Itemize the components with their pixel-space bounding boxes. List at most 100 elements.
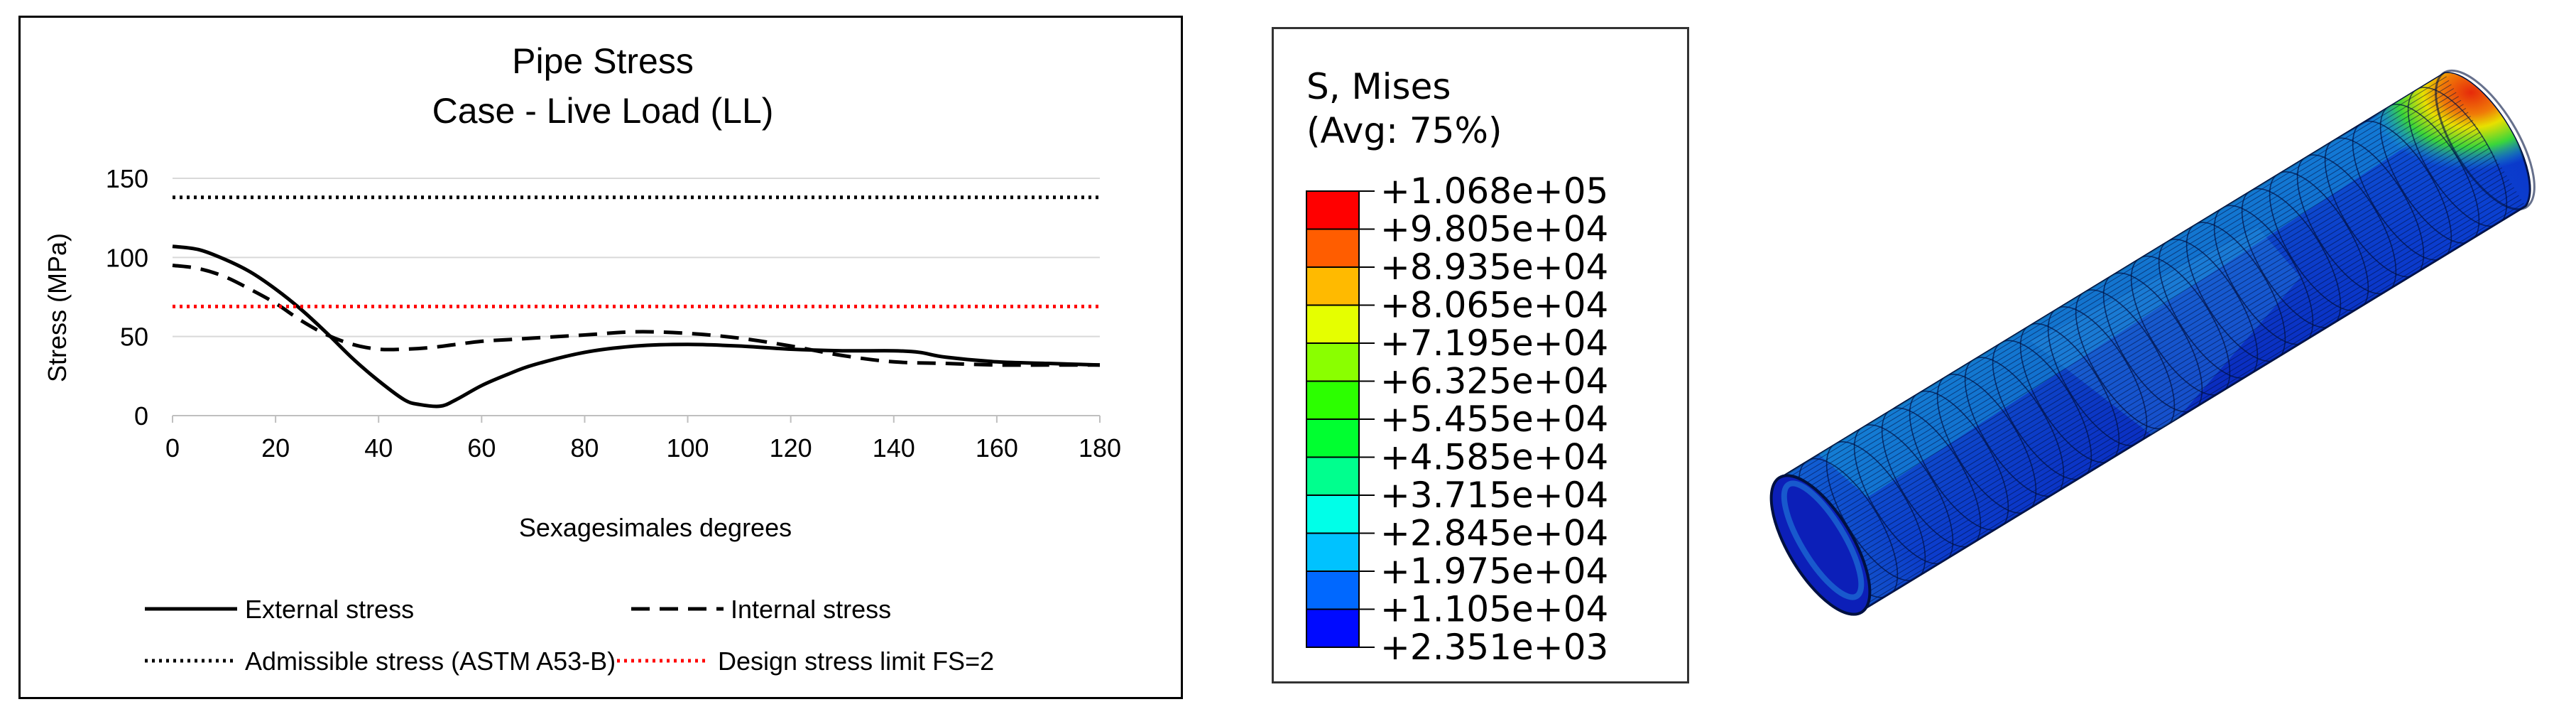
y-tick-label: 50 [120, 323, 148, 352]
x-tick-label: 120 [770, 433, 812, 463]
chart-legend: External stress Internal stress Admissib… [145, 595, 994, 676]
mesh-line [1859, 202, 2524, 609]
pipe-contour-render [1769, 69, 2536, 616]
contour-value-label: +1.975e+04 [1380, 551, 1608, 592]
mesh-line [1842, 175, 2507, 581]
contour-value-label: +8.065e+04 [1380, 285, 1608, 326]
pipe-cyan-band [1803, 72, 2478, 497]
contour-band [1306, 456, 1360, 496]
pipe-diagonal-band [2031, 227, 2301, 440]
contour-band [1306, 608, 1360, 648]
mesh-line [1837, 167, 2503, 573]
contour-value-label: +1.105e+04 [1380, 589, 1608, 630]
series-external-stress [172, 244, 1101, 409]
contour-value-labels: +1.068e+05+9.805e+04+8.935e+04+8.065e+04… [1380, 171, 1608, 668]
mesh-line [1844, 179, 2510, 585]
contour-legend-panel: S, Mises (Avg: 75%) +1.068e+05 +9.805e+04… [1272, 27, 1689, 683]
mesh-line [1835, 163, 2500, 569]
mesh-line [1808, 119, 2474, 526]
contour-color-bands [1306, 190, 1360, 648]
mesh-line [1832, 159, 2498, 566]
chart-subtitle: Case - Live Load (LL) [432, 91, 774, 131]
mesh-line [1803, 112, 2469, 518]
pipe-end-opening [1769, 474, 1872, 616]
contour-band [1306, 418, 1360, 458]
legend-label-internal-stress: Internal stress [731, 595, 891, 624]
mesh-line [1851, 191, 2517, 597]
legend-label-external-stress: External stress [245, 595, 414, 624]
x-tick-label: 100 [667, 433, 709, 463]
grid-layer [173, 178, 1100, 337]
contour-value-label: +3.715e+04 [1380, 475, 1608, 516]
axis-layer [172, 415, 1101, 423]
stress-chart: Pipe Stress Case - Live Load (LL) 0 50 100… [43, 41, 1121, 676]
mesh-line [1856, 199, 2522, 605]
contour-band [1306, 304, 1360, 344]
x-tick-label: 0 [165, 433, 180, 463]
mesh-line [1815, 131, 2481, 538]
pipe-end-far [2435, 69, 2536, 211]
x-tick-label: 60 [467, 433, 496, 463]
contour-band [1306, 228, 1360, 268]
contour-band [1306, 532, 1360, 572]
mesh-line [1781, 76, 2447, 482]
mesh-line [1854, 195, 2519, 601]
mesh-line [1849, 187, 2515, 593]
tick-layer: 0 50 100 150 0 20 40 60 80 100 120 140 160 180 [106, 164, 1121, 463]
mesh-line [1825, 147, 2491, 553]
contour-value-label: +4.585e+04 [1380, 437, 1608, 478]
pipe-shell [1769, 69, 2536, 616]
mesh-line [1811, 124, 2476, 530]
chart-title: Pipe Stress [512, 41, 694, 81]
x-axis-label: Sexagesimales degrees [519, 513, 792, 542]
x-tick-label: 180 [1079, 433, 1121, 463]
contour-band [1306, 494, 1360, 534]
contour-band [1306, 571, 1360, 610]
pipe-end-far-rim [2435, 69, 2536, 211]
mesh-line [1830, 155, 2495, 561]
series-internal-stress [172, 263, 1100, 367]
contour-value-label: +8.935e+04 [1380, 247, 1608, 288]
legend-label-admissible-stress: Admissible stress (ASTM A53-B) [245, 647, 616, 676]
contour-legend-title: S, Mises [1306, 66, 1451, 107]
contour-value-label: +6.325e+04 [1380, 361, 1608, 402]
pipe-render-panel [1761, 43, 2576, 682]
contour-value-label: +2.351e+03 [1380, 627, 1608, 668]
contour-value-label: +5.455e+04 [1380, 399, 1608, 440]
x-tick-label: 20 [261, 433, 290, 463]
mesh-line [1794, 96, 2459, 502]
mesh-line [1799, 104, 2464, 510]
contour-band [1306, 342, 1360, 382]
contour-value-label: +9.805e+04 [1380, 209, 1608, 250]
x-tick-label: 80 [570, 433, 599, 463]
series-layer [172, 195, 1101, 409]
contour-value-label: +2.845e+04 [1380, 513, 1608, 554]
contour-value-label: +1.068e+05 [1380, 171, 1608, 212]
contour-value-label: +7.195e+04 [1380, 323, 1608, 364]
mesh-line [1786, 84, 2452, 490]
mesh-line [1801, 107, 2467, 514]
y-tick-label: 0 [134, 401, 148, 431]
mesh-line [1847, 183, 2512, 589]
contour-band [1306, 266, 1360, 306]
mesh-line [1839, 171, 2505, 578]
pipe-end-near [1769, 474, 1872, 616]
y-tick-label: 150 [106, 164, 148, 193]
pipe-end-inner-highlight [1781, 480, 1865, 600]
x-tick-label: 160 [976, 433, 1018, 463]
legend-label-design-stress-limit: Design stress limit FS=2 [718, 647, 994, 676]
mesh-line [1789, 88, 2455, 494]
contour-legend: S, Mises (Avg: 75%) +1.068e+05+9.805e+04… [1306, 66, 1608, 668]
y-axis-label: Stress (MPa) [43, 233, 72, 382]
mesh-line [1796, 99, 2462, 506]
contour-band [1306, 380, 1360, 420]
mesh-line [1806, 116, 2471, 521]
mesh-line [1791, 92, 2457, 498]
y-tick-label: 100 [106, 243, 148, 272]
contour-band [1306, 190, 1360, 230]
x-tick-label: 40 [364, 433, 393, 463]
mesh-line [1813, 127, 2479, 534]
contour-legend-subtitle: (Avg: 75%) [1306, 110, 1502, 151]
mesh-line [1784, 80, 2450, 486]
contour-tick-marks [1359, 190, 1375, 648]
